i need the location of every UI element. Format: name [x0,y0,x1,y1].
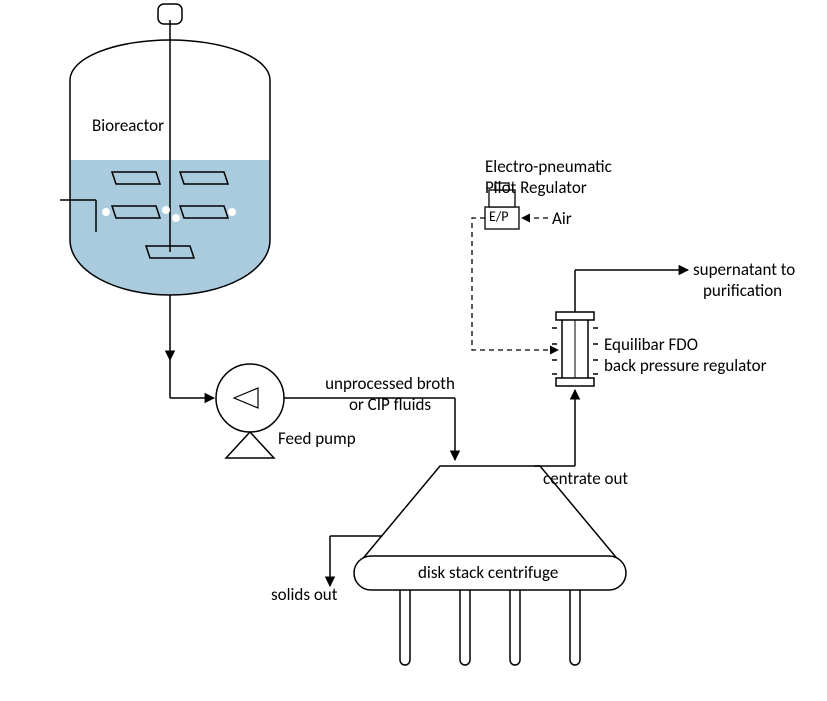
feed-pump [170,360,284,458]
bioreactor [60,4,270,295]
ep-title: Electro-pneumatic Pilot Regulator [485,156,612,199]
supernatant-line1: supernatant to [693,259,795,280]
air-label: Air [552,208,572,229]
ep-title-line1: Electro-pneumatic [485,156,612,177]
supernatant-line2: purification [693,280,782,301]
supernatant-label: supernatant to purification [693,259,795,302]
centrate-label: centrate out [543,468,628,489]
broth-label-line1: unprocessed broth [325,373,455,394]
line-centrate-to-fdo [534,390,575,466]
broth-label: unprocessed broth or CIP fluids [305,373,475,416]
broth-label-line2: or CIP fluids [349,394,431,415]
line-ep-to-fdo [472,218,558,350]
fdo-line2: back pressure regulator [604,355,767,376]
ep-title-line2: Pilot Regulator [485,177,587,198]
fdo-label: Equilibar FDO back pressure regulator [604,334,767,377]
fdo-line1: Equilibar FDO [604,334,698,355]
fdo-regulator [552,312,598,386]
ep-box-label: E/P [489,208,508,226]
centrifuge-label: disk stack centrifuge [418,562,558,583]
solids-label: solids out [271,584,337,605]
bioreactor-label: Bioreactor [92,115,164,136]
feed-pump-label: Feed pump [278,428,356,449]
line-fdo-to-supernatant [575,270,688,312]
